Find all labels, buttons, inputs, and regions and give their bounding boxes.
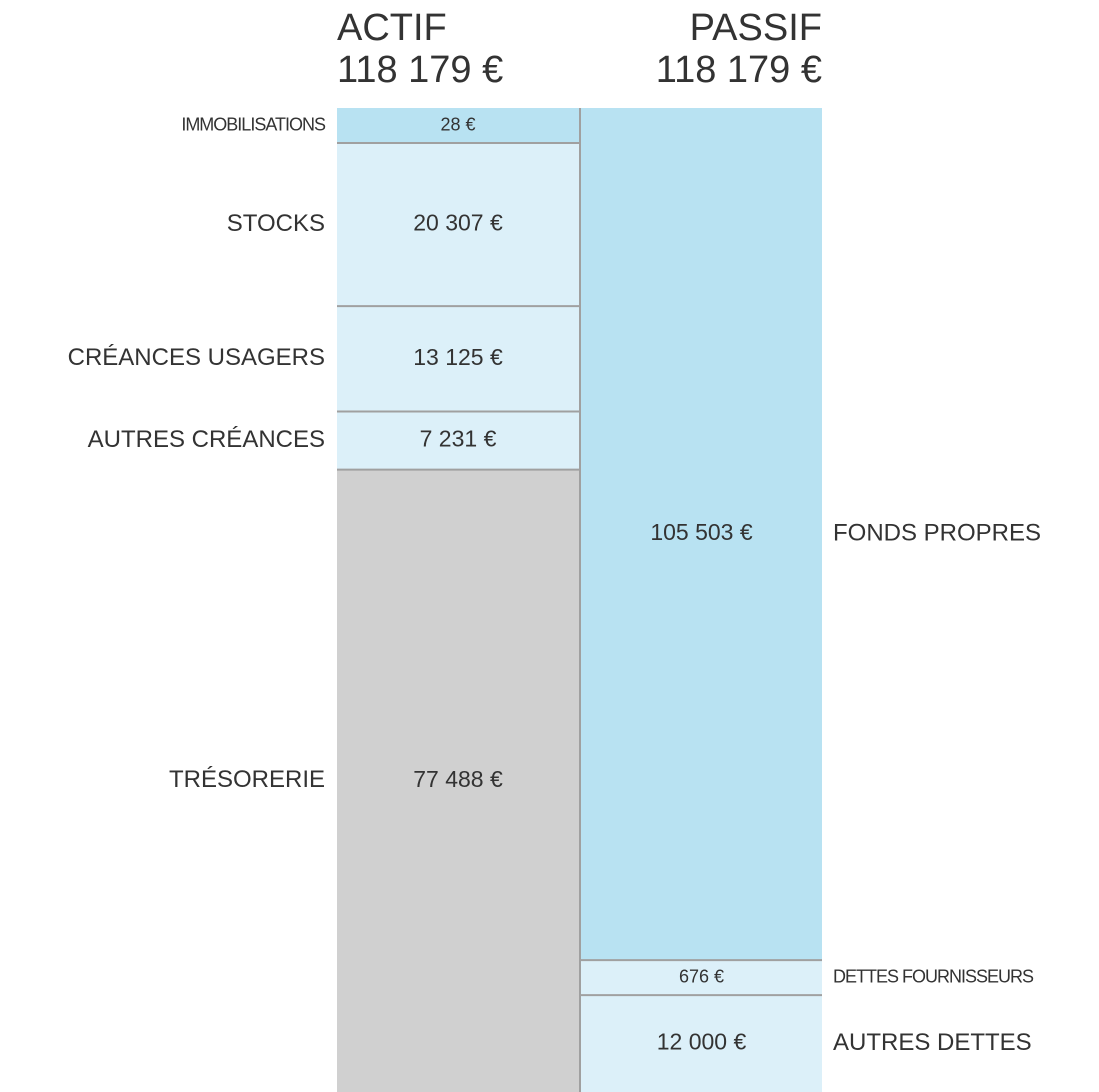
segment-value: 12 000 € <box>657 1029 747 1055</box>
column-title: ACTIF <box>337 7 447 49</box>
segment-label: AUTRES DETTES <box>833 1029 1032 1056</box>
segment-label: AUTRES CRÉANCES <box>88 426 325 453</box>
segment <box>337 143 579 307</box>
segment-value: 7 231 € <box>420 426 497 452</box>
segment-value: 20 307 € <box>413 210 503 236</box>
segment-label: STOCKS <box>227 210 325 237</box>
segment-label: IMMOBILISATIONS <box>181 114 326 134</box>
segment-value: 105 503 € <box>650 519 753 545</box>
column-total: 118 179 € <box>337 49 503 91</box>
segment-label: DETTES FOURNISSEURS <box>833 966 1034 986</box>
segment <box>337 411 579 470</box>
segment <box>581 995 822 1092</box>
segment-value: 77 488 € <box>413 766 503 792</box>
segment <box>337 306 579 412</box>
segment-label: CRÉANCES USAGERS <box>68 344 325 371</box>
segment <box>337 469 579 1092</box>
column-title: PASSIF <box>690 7 822 49</box>
segment-value: 28 € <box>440 114 475 134</box>
segment <box>581 108 822 961</box>
segment-value: 13 125 € <box>413 344 503 370</box>
segment-label: TRÉSORERIE <box>169 766 325 793</box>
segment <box>581 960 822 996</box>
segment-label: FONDS PROPRES <box>833 519 1041 546</box>
segment-value: 676 € <box>679 966 724 986</box>
segment <box>337 108 579 143</box>
column-total: 118 179 € <box>656 49 822 91</box>
